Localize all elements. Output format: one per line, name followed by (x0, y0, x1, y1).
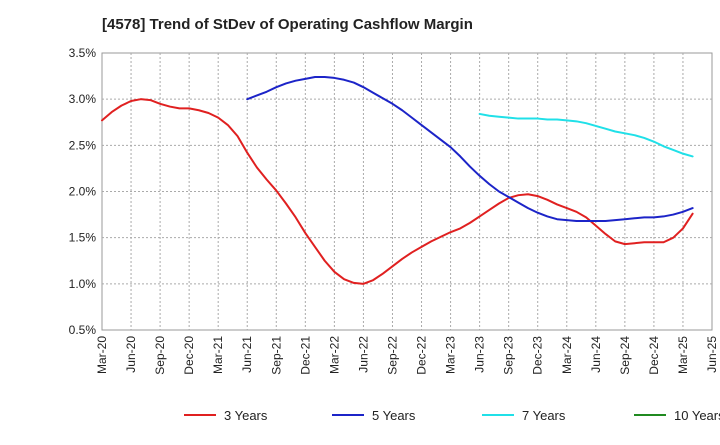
grid-layer (101, 52, 713, 331)
series-line-3-years (101, 98, 694, 285)
x-tick-label: Dec-21 (298, 336, 312, 375)
x-tick-label: Jun-24 (589, 336, 603, 373)
x-tick-label: Mar-20 (95, 336, 109, 374)
x-tick-label: Mar-23 (444, 336, 458, 374)
legend-label: 3 Years (224, 408, 268, 423)
y-tick-label: 2.5% (69, 138, 97, 152)
y-tick-label: 3.0% (69, 92, 97, 106)
y-tick-label: 0.5% (69, 323, 97, 337)
x-tick-label: Sep-20 (153, 336, 167, 375)
chart-title: [4578] Trend of StDev of Operating Cashf… (102, 16, 473, 33)
legend-label: 5 Years (372, 408, 416, 423)
x-tick-label: Dec-24 (647, 336, 661, 375)
y-tick-label: 1.5% (69, 231, 97, 245)
x-tick-label: Jun-21 (240, 336, 254, 373)
x-tick-label: Sep-22 (385, 336, 399, 375)
x-tick-label: Jun-23 (473, 336, 487, 373)
x-tick-label: Jun-25 (705, 336, 719, 373)
y-tick-label: 1.0% (69, 277, 97, 291)
x-tick-label: Jun-22 (356, 336, 370, 373)
x-tick-label: Sep-21 (269, 336, 283, 375)
x-tick-label: Mar-25 (676, 336, 690, 374)
x-tick-label: Mar-22 (327, 336, 341, 374)
y-tick-label: 2.0% (69, 185, 97, 199)
x-tick-label: Dec-23 (531, 336, 545, 375)
x-tick-label: Jun-20 (124, 336, 138, 373)
x-tick-label: Mar-21 (211, 336, 225, 374)
legend-label: 10 Years (674, 408, 720, 423)
x-tick-label: Sep-24 (618, 336, 632, 375)
x-tick-label: Mar-24 (560, 336, 574, 374)
axis-layer: 0.5% 1.0% 1.5% 2.0% 2.5% 3.0% 3.5% Mar-20 Jun-20… (69, 46, 719, 375)
x-tick-label: Sep-23 (502, 336, 516, 375)
series-line-7-years (478, 112, 694, 158)
x-tick-label: Dec-22 (415, 336, 429, 375)
series-line-5-years (246, 76, 694, 223)
x-tick-label: Dec-20 (182, 336, 196, 375)
y-tick-label: 3.5% (69, 46, 97, 60)
series-layer (101, 76, 694, 285)
legend: 3 Years 5 Years 7 Years 10 Years (184, 408, 720, 423)
legend-label: 7 Years (522, 408, 566, 423)
